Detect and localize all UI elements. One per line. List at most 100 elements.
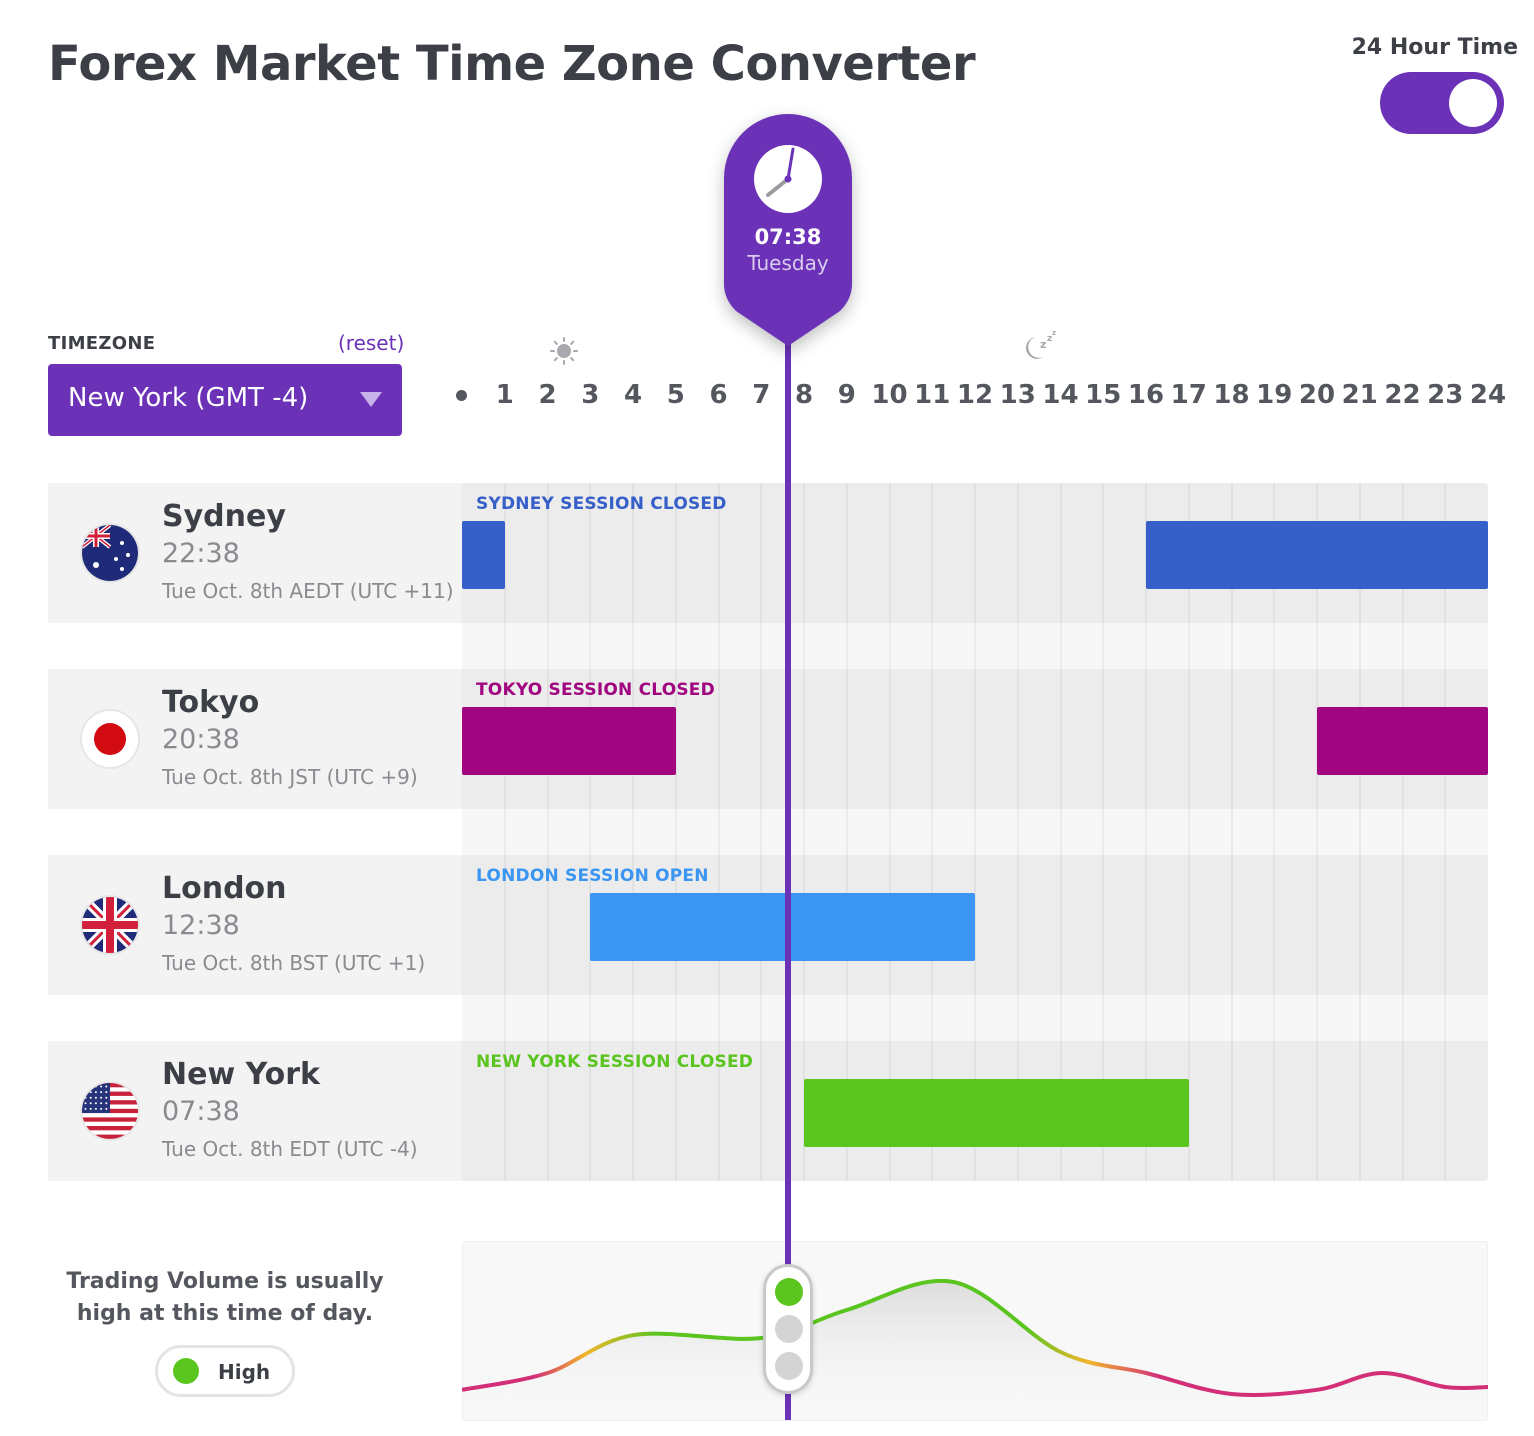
hour-label: 9 <box>837 380 856 410</box>
hour-gridline <box>1358 483 1361 1181</box>
session-bar[interactable] <box>590 893 975 961</box>
city-time: 07:38 <box>162 1096 240 1127</box>
volume-curve <box>462 1278 1488 1397</box>
session-bar[interactable] <box>462 707 676 775</box>
24-hour-toggle[interactable] <box>1380 72 1504 134</box>
session-timeline: SYDNEY SESSION CLOSED TOKYO SESSION CLOSE… <box>462 483 1488 1181</box>
city-time: 20:38 <box>162 724 240 755</box>
city-row-new-york: New York 07:38 Tue Oct. 8th EDT (UTC -4) <box>48 1041 468 1181</box>
uk-flag-icon <box>82 897 138 953</box>
hour-gridline <box>1016 483 1019 1181</box>
hour-gridline <box>1059 483 1062 1181</box>
hour-gridline <box>888 483 891 1181</box>
timezone-select[interactable]: New York (GMT -4) <box>48 364 402 436</box>
hour-label: 13 <box>999 380 1036 410</box>
moon-icon: z z z <box>1025 329 1056 359</box>
hour-label: 22 <box>1384 380 1421 410</box>
svg-text:z: z <box>1040 338 1046 351</box>
hour-label: 14 <box>1042 380 1079 410</box>
chevron-down-icon[interactable] <box>360 392 382 407</box>
hour-label: 7 <box>752 380 771 410</box>
volume-area <box>462 1280 1488 1421</box>
hour-gridline <box>1316 483 1318 1181</box>
hour-gridline <box>1187 483 1190 1181</box>
volume-level-dot <box>173 1358 199 1384</box>
session-status: NEW YORK SESSION CLOSED <box>476 1052 754 1072</box>
hour-gridline <box>674 483 677 1181</box>
hour-label: 2 <box>538 380 557 410</box>
hour-gridline <box>717 483 720 1181</box>
hour-gridline <box>503 483 506 1181</box>
city-date: Tue Oct. 8th JST (UTC +9) <box>162 765 418 789</box>
hour-zero-dot <box>456 390 467 401</box>
city-name: Sydney <box>162 499 286 534</box>
hour-gridline <box>760 483 763 1181</box>
hour-label: 16 <box>1127 380 1165 410</box>
volume-light-high <box>775 1278 803 1306</box>
timezone-select-value: New York (GMT -4) <box>68 383 309 413</box>
session-bar[interactable] <box>1146 521 1488 589</box>
hour-label: 5 <box>666 380 685 410</box>
session-bar[interactable] <box>462 521 505 589</box>
volume-light-low <box>775 1352 803 1380</box>
hour-label: 17 <box>1170 380 1207 410</box>
city-time: 22:38 <box>162 538 240 569</box>
timezone-label: TIMEZONE <box>48 333 156 354</box>
session-bar[interactable] <box>1317 707 1488 775</box>
current-time: 07:38 <box>754 225 822 249</box>
hour-label: 10 <box>871 380 908 410</box>
24-hour-toggle-label: 24 Hour Time <box>1351 35 1518 60</box>
hour-gridline <box>803 483 805 1181</box>
hour-gridline <box>931 483 934 1181</box>
hour-axis: 1 2 3 4 5 6 7 8 9 10 11 12 13 14 15 16 17 18 19 20 21 22 23 24 <box>0 380 1534 416</box>
volume-level-label: High <box>218 1360 271 1384</box>
city-row-tokyo: Tokyo 20:38 Tue Oct. 8th JST (UTC +9) <box>48 669 468 809</box>
hour-label: 3 <box>581 380 600 410</box>
hour-gridline <box>1273 483 1276 1181</box>
svg-text:z: z <box>1052 329 1056 337</box>
hour-gridline <box>974 483 976 1181</box>
hour-gridline <box>589 483 592 1181</box>
hour-label: 8 <box>794 380 814 410</box>
city-date: Tue Oct. 8th EDT (UTC -4) <box>162 1137 418 1161</box>
current-time-line[interactable] <box>785 330 791 1420</box>
volume-message: Trading Volume is usually high at this t… <box>66 1269 384 1326</box>
session-status: TOKYO SESSION CLOSED <box>476 680 715 700</box>
hour-label: 20 <box>1298 380 1336 410</box>
hour-gridline <box>632 483 634 1181</box>
current-day: Tuesday <box>747 251 829 275</box>
city-time: 12:38 <box>162 910 240 941</box>
hour-label: 23 <box>1427 380 1464 410</box>
hour-label: 24 <box>1469 380 1507 410</box>
city-row-london: London 12:38 Tue Oct. 8th BST (UTC +1) <box>48 855 468 995</box>
hour-label: 6 <box>709 380 728 410</box>
page-title: Forex Market Time Zone Converter <box>48 36 976 92</box>
city-row-sydney: Sydney 22:38 Tue Oct. 8th AEDT (UTC +11) <box>48 483 468 623</box>
session-status: LONDON SESSION OPEN <box>476 866 709 886</box>
usa-flag-icon <box>82 1083 138 1139</box>
hour-gridline <box>1401 483 1404 1181</box>
city-name: New York <box>162 1057 320 1092</box>
hour-gridline <box>1102 483 1105 1181</box>
session-status: SYDNEY SESSION CLOSED <box>476 494 727 514</box>
hour-label: 15 <box>1085 380 1122 410</box>
hour-label: 21 <box>1341 380 1378 410</box>
hour-label: 1 <box>495 380 514 410</box>
volume-light-medium <box>775 1315 803 1343</box>
volume-indicator <box>763 1264 813 1394</box>
volume-chart <box>462 1241 1488 1421</box>
toggle-knob[interactable] <box>1449 79 1497 127</box>
hour-label: 18 <box>1213 380 1250 410</box>
hour-label: 19 <box>1256 380 1293 410</box>
hour-label: 4 <box>623 380 643 410</box>
timezone-reset-link[interactable]: (reset) <box>338 331 405 355</box>
hour-gridline <box>1230 483 1233 1181</box>
sun-icon <box>550 337 578 365</box>
session-bar[interactable] <box>804 1079 1189 1147</box>
australia-flag-icon <box>82 525 138 581</box>
city-name: London <box>162 871 287 906</box>
hour-gridline <box>1444 483 1447 1181</box>
hour-gridline <box>546 483 549 1181</box>
city-date: Tue Oct. 8th AEDT (UTC +11) <box>162 579 454 603</box>
hour-label: 12 <box>956 380 994 410</box>
